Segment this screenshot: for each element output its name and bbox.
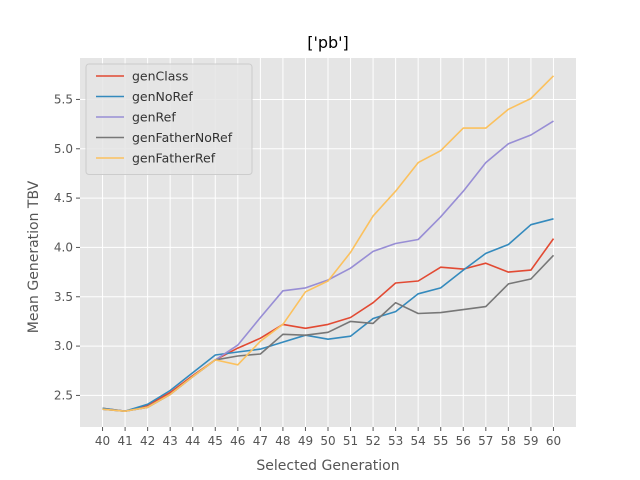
x-tick-label: 52	[365, 434, 380, 448]
y-tick-label: 3.5	[54, 290, 73, 304]
legend: genClass genNoRef genRef genFatherNoRef genF…	[85, 63, 253, 175]
x-tick-label: 56	[456, 434, 471, 448]
x-axis-label: Selected Generation	[256, 458, 399, 474]
x-axis-ticks: 40 41 42 43 44 45 46 47 48 49 50 51 52 53 54 55 56 57 58 59…	[95, 427, 561, 448]
y-tick-label: 5.0	[54, 142, 73, 156]
x-tick-label: 53	[388, 434, 403, 448]
x-tick-label: 50	[320, 434, 335, 448]
x-tick-label: 51	[343, 434, 358, 448]
series-lines	[102, 75, 555, 413]
series-line-genFatherRef	[102, 75, 555, 413]
y-tick-label: 5.5	[54, 92, 73, 106]
x-tick-label: 49	[298, 434, 313, 448]
x-tick-label: 57	[478, 434, 493, 448]
y-axis-ticks: 2.5 3.0 3.5 4.0 4.5 5.0 5.5	[54, 92, 80, 402]
x-tick-label: 41	[117, 434, 132, 448]
x-tick-label: 45	[208, 434, 223, 448]
x-tick-label: 60	[546, 434, 561, 448]
x-tick-label: 44	[185, 434, 200, 448]
legend-label-genFatherRef: genFatherRef	[132, 151, 216, 166]
x-tick-label: 46	[230, 434, 245, 448]
x-tick-label: 58	[501, 434, 516, 448]
legend-label-genFatherNoRef: genFatherNoRef	[132, 130, 233, 145]
series-line-genNoRef	[102, 218, 554, 413]
legend-label-genRef: genRef	[132, 110, 176, 125]
y-tick-label: 4.5	[54, 191, 73, 205]
series-line-genClass	[102, 238, 555, 413]
legend-label-genNoRef: genNoRef	[132, 89, 193, 104]
x-tick-label: 55	[433, 434, 448, 448]
x-tick-label: 40	[95, 434, 110, 448]
chart-title: ['pb']	[307, 33, 349, 52]
x-tick-label: 47	[253, 434, 268, 448]
legend-label-genClass: genClass	[132, 69, 188, 84]
x-tick-label: 42	[140, 434, 155, 448]
x-tick-label: 54	[411, 434, 426, 448]
y-tick-label: 4.0	[54, 240, 73, 254]
y-tick-label: 2.5	[54, 388, 73, 402]
y-tick-label: 3.0	[54, 339, 73, 353]
x-tick-label: 59	[523, 434, 538, 448]
legend-box	[85, 63, 253, 175]
y-axis-label: Mean Generation TBV	[26, 180, 42, 333]
x-tick-label: 43	[163, 434, 178, 448]
x-tick-label: 48	[275, 434, 290, 448]
